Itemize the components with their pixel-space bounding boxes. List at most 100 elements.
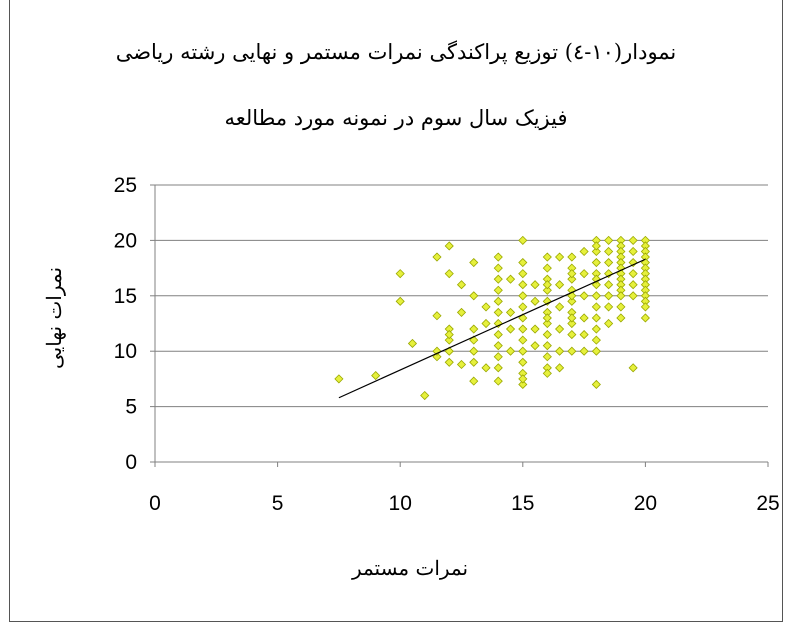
y-tick-label-15: 15 — [114, 285, 137, 308]
chart-title-line-1: نمودار(۱۰-٤) توزیع پراکندگی نمرات مستمر … — [115, 40, 677, 64]
data-point — [493, 352, 503, 362]
data-point — [542, 330, 552, 340]
data-point — [604, 257, 614, 268]
data-point — [579, 291, 589, 301]
data-point — [591, 379, 601, 390]
data-point — [420, 390, 430, 401]
data-point — [542, 318, 552, 329]
data-point — [518, 335, 528, 345]
data-point — [628, 257, 638, 268]
data-point — [493, 341, 503, 351]
data-point — [628, 291, 638, 301]
data-point — [542, 252, 552, 262]
data-point — [493, 363, 503, 373]
data-point — [518, 257, 528, 268]
data-point — [444, 241, 454, 251]
data-point — [493, 285, 503, 295]
data-point — [444, 269, 454, 279]
data-point — [567, 346, 577, 356]
data-point — [542, 313, 552, 323]
data-point — [530, 280, 540, 290]
data-point — [456, 280, 467, 290]
data-point — [567, 313, 577, 323]
data-point — [493, 330, 503, 340]
x-tick-label-0: 0 — [149, 492, 161, 515]
data-point — [591, 324, 601, 334]
data-point — [640, 302, 650, 312]
data-point — [493, 376, 503, 386]
x-tick-label-15: 15 — [511, 492, 534, 515]
data-point — [579, 330, 589, 340]
data-point — [493, 263, 503, 273]
data-point — [567, 330, 577, 340]
data-point — [518, 280, 528, 290]
y-tick-label-20: 20 — [114, 229, 137, 252]
data-point — [604, 280, 614, 290]
x-axis-label: نمرات مستمر — [351, 556, 469, 580]
data-point — [616, 302, 626, 312]
data-point — [505, 307, 516, 317]
data-point — [579, 346, 589, 356]
data-point — [591, 335, 601, 345]
data-point — [604, 269, 614, 279]
data-point — [567, 252, 577, 262]
data-point — [481, 302, 491, 312]
data-point — [567, 318, 577, 329]
data-point — [591, 257, 601, 268]
data-point — [542, 352, 552, 362]
data-point — [493, 296, 503, 306]
data-point — [604, 302, 614, 312]
data-point — [604, 318, 614, 329]
data-point — [542, 285, 552, 295]
data-point — [518, 374, 528, 384]
data-point — [591, 313, 601, 323]
data-point — [604, 235, 614, 245]
data-point — [591, 346, 601, 356]
data-point — [334, 374, 344, 384]
data-point — [591, 291, 601, 301]
data-point — [432, 311, 442, 321]
data-point — [555, 252, 565, 262]
data-point — [395, 269, 405, 279]
data-point — [493, 274, 503, 284]
data-point — [518, 291, 528, 301]
data-point — [555, 363, 565, 373]
data-point — [518, 324, 528, 334]
data-point — [530, 324, 540, 334]
y-tick-label-0: 0 — [125, 451, 137, 474]
data-point — [616, 313, 626, 323]
data-point — [444, 357, 454, 367]
data-point — [542, 263, 552, 273]
x-tick-label-10: 10 — [389, 492, 412, 515]
data-point — [542, 341, 552, 351]
x-tick-label-20: 20 — [634, 492, 657, 515]
data-point — [481, 318, 491, 329]
data-point — [505, 324, 516, 334]
data-point — [530, 296, 540, 306]
data-point — [567, 269, 577, 279]
data-point — [628, 235, 638, 245]
data-point — [616, 291, 626, 301]
data-point — [542, 368, 552, 378]
data-point — [469, 291, 479, 301]
data-point — [493, 307, 503, 317]
data-point — [518, 235, 528, 245]
data-point — [530, 341, 540, 351]
data-point — [567, 296, 577, 306]
data-point — [555, 346, 565, 356]
data-point — [628, 280, 638, 290]
data-point — [555, 280, 565, 290]
data-point — [604, 291, 614, 301]
trendline — [338, 258, 646, 399]
data-point — [555, 324, 565, 334]
data-point — [567, 274, 577, 284]
y-tick-label-5: 5 — [125, 396, 137, 419]
data-point — [444, 330, 454, 340]
data-point — [469, 357, 479, 367]
data-point — [591, 246, 601, 257]
data-point — [444, 335, 454, 345]
data-point — [432, 252, 442, 262]
data-point — [469, 257, 479, 268]
data-point — [579, 313, 589, 323]
